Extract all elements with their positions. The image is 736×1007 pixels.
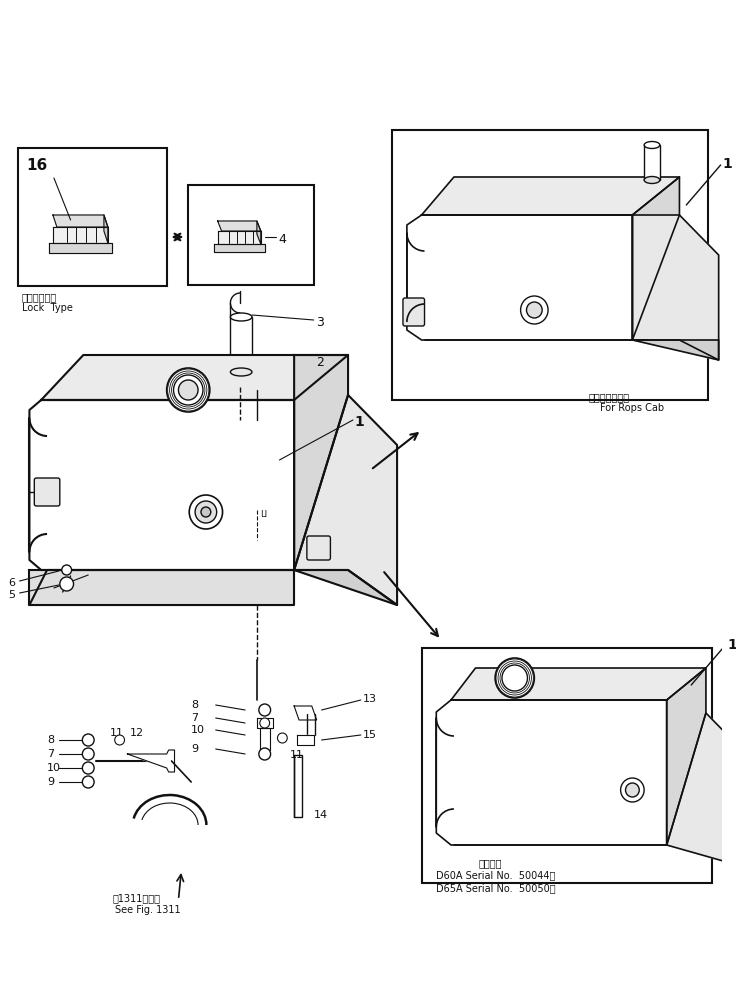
Bar [18, 148, 166, 286]
Text: 8: 8 [47, 735, 54, 745]
Text: 15: 15 [363, 730, 377, 740]
Bar [392, 130, 708, 400]
Polygon shape [436, 700, 667, 845]
Circle shape [259, 748, 271, 760]
Polygon shape [294, 706, 316, 720]
Text: 14: 14 [314, 810, 328, 820]
Polygon shape [29, 570, 294, 605]
Text: 6: 6 [8, 578, 15, 588]
Text: D65A Serial No.  50050～: D65A Serial No. 50050～ [436, 883, 556, 893]
Circle shape [82, 762, 94, 774]
Circle shape [502, 665, 528, 691]
Circle shape [82, 734, 94, 746]
Text: 10: 10 [47, 763, 61, 773]
Ellipse shape [644, 142, 660, 148]
Polygon shape [297, 735, 314, 745]
Polygon shape [632, 177, 679, 340]
Circle shape [626, 783, 640, 797]
Text: For Rops Cab: For Rops Cab [600, 403, 664, 413]
Circle shape [495, 658, 534, 698]
Polygon shape [257, 718, 272, 728]
Polygon shape [667, 713, 736, 865]
Polygon shape [632, 215, 718, 359]
Circle shape [82, 776, 94, 788]
Bar [188, 185, 314, 285]
Ellipse shape [230, 313, 252, 321]
Text: 1: 1 [355, 415, 364, 429]
Circle shape [526, 302, 542, 318]
Text: 7: 7 [47, 749, 54, 759]
Polygon shape [127, 750, 174, 772]
Text: D60A Serial No.  50044～: D60A Serial No. 50044～ [436, 870, 556, 880]
Circle shape [189, 495, 222, 529]
Circle shape [62, 565, 71, 575]
Polygon shape [49, 243, 112, 253]
Polygon shape [260, 728, 269, 750]
Text: 5: 5 [8, 590, 15, 600]
Polygon shape [41, 355, 348, 400]
Circle shape [620, 778, 644, 802]
Bar [236, 372, 246, 387]
Text: 2: 2 [316, 356, 324, 369]
Polygon shape [53, 215, 108, 227]
Text: See Fig. 1311: See Fig. 1311 [115, 905, 180, 915]
Text: 3: 3 [316, 316, 324, 329]
Text: 11: 11 [290, 750, 304, 760]
Text: 12: 12 [130, 728, 144, 738]
Text: 1: 1 [727, 638, 736, 652]
Text: 7: 7 [191, 713, 198, 723]
Polygon shape [29, 400, 294, 570]
FancyBboxPatch shape [307, 536, 330, 560]
Polygon shape [407, 215, 632, 340]
FancyBboxPatch shape [403, 298, 425, 326]
Circle shape [60, 577, 74, 591]
Circle shape [259, 704, 271, 716]
Circle shape [178, 380, 198, 400]
Text: Lock  Type: Lock Type [21, 303, 72, 313]
Circle shape [277, 733, 287, 743]
Text: ロプスキャブ用: ロプスキャブ用 [588, 392, 629, 402]
Text: 10: 10 [191, 725, 205, 735]
Polygon shape [213, 244, 265, 252]
Text: LI: LI [260, 510, 267, 519]
Text: 1: 1 [723, 157, 732, 171]
Polygon shape [422, 177, 679, 215]
Circle shape [82, 748, 94, 760]
Ellipse shape [230, 368, 252, 376]
Circle shape [174, 375, 203, 405]
Text: 適用号機: 適用号機 [478, 858, 502, 868]
Text: ロックタイプ: ロックタイプ [21, 292, 57, 302]
Text: 8: 8 [191, 700, 198, 710]
Text: 11: 11 [110, 728, 124, 738]
Circle shape [520, 296, 548, 324]
Circle shape [260, 718, 269, 728]
Polygon shape [632, 340, 718, 359]
Circle shape [195, 501, 216, 523]
Polygon shape [104, 215, 108, 243]
Text: 4: 4 [278, 233, 286, 246]
Polygon shape [53, 227, 108, 243]
Polygon shape [451, 668, 706, 700]
Polygon shape [294, 570, 397, 605]
Circle shape [201, 507, 210, 517]
Text: 9: 9 [47, 777, 54, 787]
Text: 9: 9 [191, 744, 198, 754]
Bar [644, 145, 660, 180]
Text: 13: 13 [363, 694, 377, 704]
Polygon shape [294, 355, 348, 570]
Polygon shape [218, 221, 261, 231]
Bar [294, 755, 302, 817]
Text: 16: 16 [26, 158, 48, 173]
Bar [422, 648, 712, 883]
FancyBboxPatch shape [35, 478, 60, 506]
Bar [230, 317, 252, 372]
Polygon shape [294, 395, 397, 605]
Polygon shape [667, 668, 706, 845]
Circle shape [166, 368, 210, 412]
Polygon shape [257, 221, 261, 244]
Circle shape [115, 735, 124, 745]
Polygon shape [218, 231, 261, 244]
Text: 第1311図参照: 第1311図参照 [113, 893, 160, 903]
Ellipse shape [644, 176, 660, 183]
